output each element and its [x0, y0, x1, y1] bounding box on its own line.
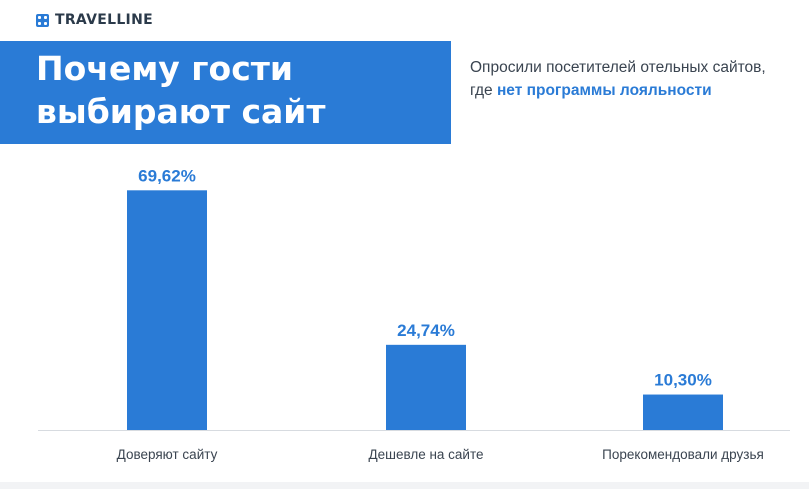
bar-2	[386, 344, 466, 430]
title-line-1: Почему гости	[36, 49, 294, 88]
subtitle-highlight: нет программы лояльности	[496, 82, 712, 99]
title-banner: Почему гости выбирают сайт	[0, 41, 451, 144]
chart-subtitle: Опросили посетителей отельных сайтов, гд…	[470, 56, 800, 102]
brand-logo: TRAVELLINE	[36, 12, 153, 28]
data-label-1: 69,62%	[138, 166, 196, 185]
brand-name: TRAVELLINE	[55, 12, 153, 28]
title-line-2: выбирают сайт	[36, 92, 326, 131]
grid-dots-icon	[36, 13, 49, 27]
data-label-3: 10,30%	[654, 371, 712, 390]
category-label-3: Порекомендовали друзья	[602, 447, 764, 462]
data-label-2: 24,74%	[397, 321, 455, 340]
page-title: Почему гости выбирают сайт	[36, 47, 436, 133]
category-label-2: Дешевле на сайте	[368, 447, 483, 462]
subtitle-line-1: Опросили посетителей отельных сайтов,	[470, 59, 766, 76]
category-label-1: Доверяют сайту	[117, 447, 218, 462]
subtitle-prefix: где	[470, 82, 497, 99]
bar-3	[643, 394, 723, 430]
bar-1	[127, 190, 207, 430]
